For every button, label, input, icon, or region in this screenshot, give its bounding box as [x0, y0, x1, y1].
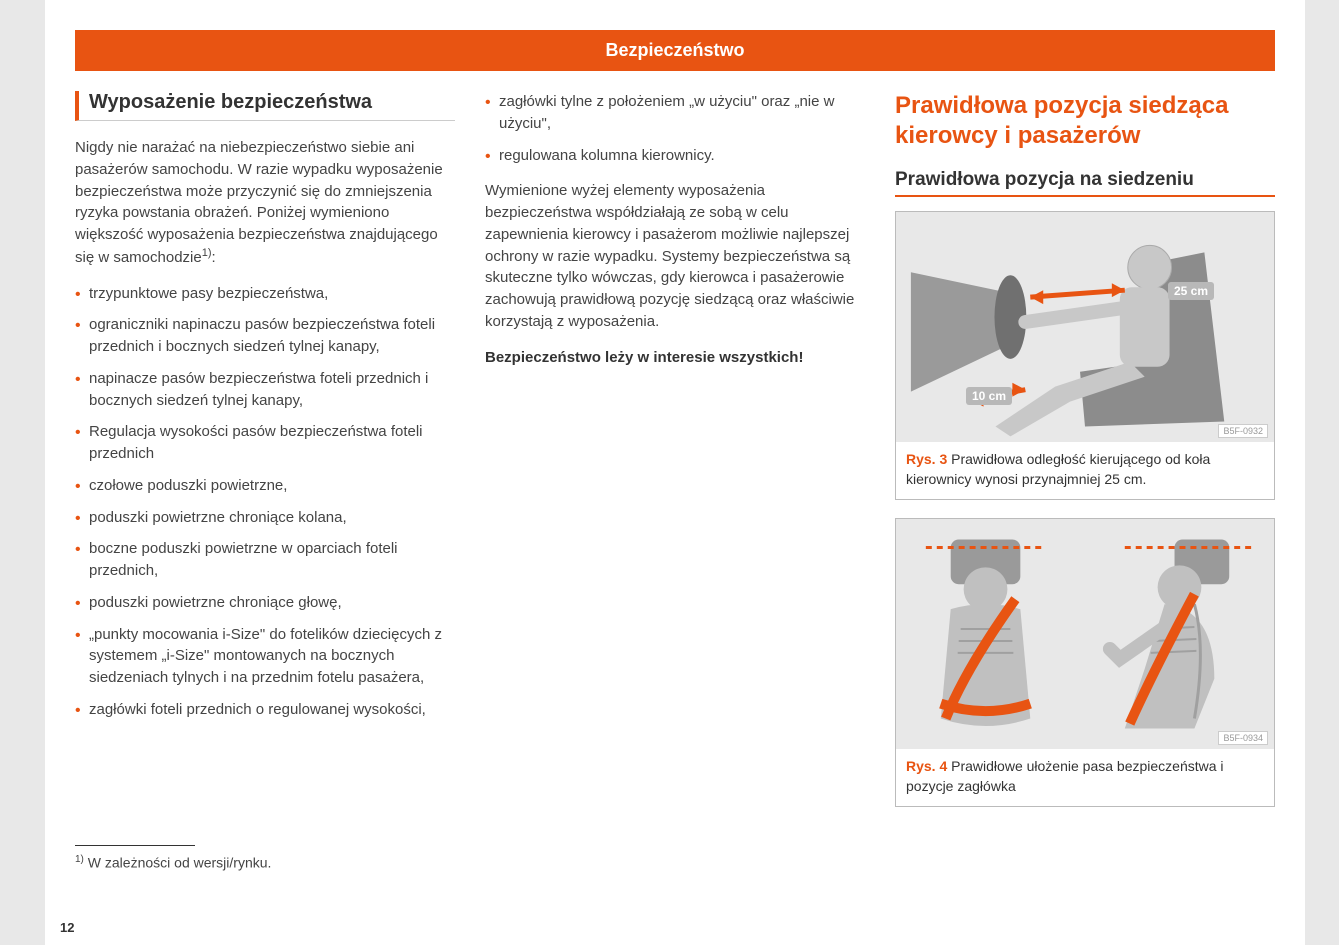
- intro-paragraph: Nigdy nie narażać na niebezpieczeństwo s…: [75, 137, 455, 269]
- column-2: zagłówki tylne z położeniem „w użyciu" o…: [485, 91, 865, 825]
- header-title: Bezpieczeństwo: [605, 40, 744, 60]
- list-item: zagłówki tylne z położeniem „w użyciu" o…: [485, 91, 865, 135]
- intro-footnote-marker: 1): [202, 247, 212, 259]
- page-number: 12: [60, 920, 74, 935]
- page: Bezpieczeństwo Wyposażenie bezpieczeństw…: [45, 0, 1305, 945]
- equipment-list-cont: zagłówki tylne z położeniem „w użyciu" o…: [485, 91, 865, 166]
- list-item: regulowana kolumna kierownicy.: [485, 145, 865, 167]
- list-item: czołowe poduszki powietrzne,: [75, 475, 455, 497]
- content-columns: Wyposażenie bezpieczeństwa Nigdy nie nar…: [45, 91, 1305, 825]
- figure-3-image: 25 cm 10 cm B5F-0932: [896, 212, 1274, 442]
- column-3: Prawidłowa pozycja siedząca kierowcy i p…: [895, 91, 1275, 825]
- list-item: ograniczniki napinaczu pasów bezpieczeńs…: [75, 314, 455, 358]
- section-title-equipment: Wyposażenie bezpieczeństwa: [75, 91, 455, 121]
- list-item: trzypunktowe pasy bezpieczeństwa,: [75, 283, 455, 305]
- main-section-title: Prawidłowa pozycja siedząca kierowcy i p…: [895, 91, 1275, 151]
- figure-3-caption-prefix: Rys. 3: [906, 451, 947, 467]
- list-item: poduszki powietrzne chroniące głowę,: [75, 592, 455, 614]
- footnote: 1) W zależności od wersji/rynku.: [45, 854, 1305, 881]
- safety-slogan: Bezpieczeństwo leży w interesie wszystki…: [485, 347, 865, 369]
- cooperation-paragraph: Wymienione wyżej elementy wyposażenia be…: [485, 180, 865, 332]
- footnote-marker: 1): [75, 854, 84, 865]
- column-1: Wyposażenie bezpieczeństwa Nigdy nie nar…: [75, 91, 455, 825]
- figure-3-svg: [896, 212, 1274, 442]
- footnote-rule: [75, 845, 195, 846]
- list-item: napinacze pasów bezpieczeństwa foteli pr…: [75, 368, 455, 412]
- figure-3-caption: Rys. 3 Prawidłowa odległość kierującego …: [896, 442, 1274, 499]
- list-item: Regulacja wysokości pasów bezpieczeństwa…: [75, 421, 455, 465]
- figure-3-id: B5F-0932: [1218, 424, 1268, 438]
- figure-3-label-10cm: 10 cm: [966, 387, 1012, 405]
- figure-4-box: B5F-0934 Rys. 4 Prawidłowe ułożenie pasa…: [895, 518, 1275, 807]
- figure-4-caption-prefix: Rys. 4: [906, 758, 947, 774]
- figure-3-label-25cm: 25 cm: [1168, 282, 1214, 300]
- intro-text: Nigdy nie narażać na niebezpieczeństwo s…: [75, 139, 443, 266]
- figure-4-image: B5F-0934: [896, 519, 1274, 749]
- list-item: boczne poduszki powietrzne w oparciach f…: [75, 538, 455, 582]
- figure-4-caption-text: Prawidłowe ułożenie pasa bezpieczeństwa …: [906, 758, 1224, 794]
- subsection-title: Prawidłowa pozycja na siedzeniu: [895, 169, 1275, 197]
- footnote-text: W zależności od wersji/rynku.: [88, 855, 272, 871]
- figure-4-id: B5F-0934: [1218, 731, 1268, 745]
- figure-4-caption: Rys. 4 Prawidłowe ułożenie pasa bezpiecz…: [896, 749, 1274, 806]
- figure-3-box: 25 cm 10 cm B5F-0932 Rys. 3 Prawidłowa o…: [895, 211, 1275, 500]
- header-bar: Bezpieczeństwo: [75, 30, 1275, 71]
- equipment-list: trzypunktowe pasy bezpieczeństwa, ograni…: [75, 283, 455, 721]
- list-item: „punkty mocowania i-Size" do fotelików d…: [75, 624, 455, 689]
- list-item: zagłówki foteli przednich o regulowanej …: [75, 699, 455, 721]
- figure-3-caption-text: Prawidłowa odległość kierującego od koła…: [906, 451, 1210, 487]
- list-item: poduszki powietrzne chroniące kolana,: [75, 507, 455, 529]
- figure-4-svg: [896, 519, 1274, 749]
